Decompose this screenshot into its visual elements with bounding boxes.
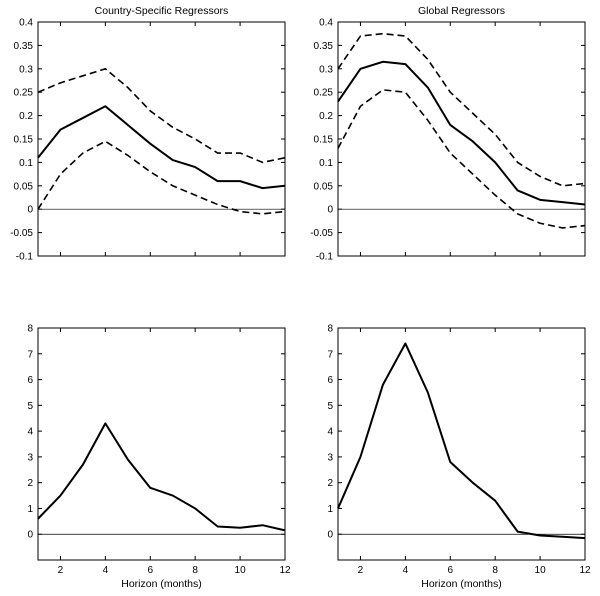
svg-text:4: 4 [27, 427, 33, 438]
svg-text:8: 8 [492, 565, 498, 576]
svg-text:2: 2 [358, 565, 364, 576]
chart-country-specific-regressors: -0.1 -0.05 0 0.05 0.1 0.15 0.2 0.25 0.3 0.35 0.4 Co… [10, 5, 286, 263]
svg-text:0.4: 0.4 [19, 18, 33, 29]
svg-text:6: 6 [447, 565, 453, 576]
svg-text:0: 0 [327, 205, 333, 216]
chart-global-regressors: -0.1 -0.05 0 0.05 0.1 0.15 0.2 0.25 0.3 0.35 0.4 Gl… [310, 5, 586, 263]
svg-text:-0.05: -0.05 [310, 228, 333, 239]
svg-text:0.2: 0.2 [319, 111, 333, 122]
svg-text:10: 10 [235, 565, 247, 576]
svg-text:Country-Specific Regressors: Country-Specific Regressors [95, 5, 229, 17]
svg-text:6: 6 [27, 375, 33, 386]
quadrant-bottom-left: 0 1 2 3 4 5 6 7 8 2 4 6 8 10 12 Horizon (months) [0, 300, 300, 596]
svg-text:0.1: 0.1 [319, 158, 333, 169]
svg-text:0.05: 0.05 [14, 181, 34, 192]
svg-text:5: 5 [27, 401, 33, 412]
svg-text:4: 4 [403, 565, 409, 576]
svg-text:2: 2 [27, 478, 33, 489]
quadrant-bottom-right: 0 1 2 3 4 5 6 7 8 2 4 6 8 10 12 Horizon (months) [300, 300, 600, 596]
svg-text:0.35: 0.35 [314, 41, 334, 52]
svg-text:6: 6 [327, 375, 333, 386]
quadrant-top-left: -0.1 -0.05 0 0.05 0.1 0.15 0.2 0.25 0.3 0.35 0.4 Co… [0, 0, 300, 300]
svg-text:0.15: 0.15 [314, 135, 334, 146]
svg-text:Horizon (months): Horizon (months) [421, 578, 502, 590]
svg-text:Global Regressors: Global Regressors [418, 5, 505, 17]
svg-text:8: 8 [192, 565, 198, 576]
svg-text:3: 3 [27, 452, 33, 463]
svg-text:2: 2 [58, 565, 64, 576]
svg-text:1: 1 [327, 504, 333, 515]
svg-text:3: 3 [327, 452, 333, 463]
quadrant-top-right: -0.1 -0.05 0 0.05 0.1 0.15 0.2 0.25 0.3 0.35 0.4 Gl… [300, 0, 600, 300]
svg-text:8: 8 [27, 324, 33, 335]
svg-text:4: 4 [327, 427, 333, 438]
svg-text:0.2: 0.2 [19, 111, 33, 122]
svg-text:6: 6 [147, 565, 153, 576]
svg-text:7: 7 [27, 349, 33, 360]
svg-text:0: 0 [27, 205, 33, 216]
svg-text:0.05: 0.05 [314, 181, 334, 192]
svg-text:0: 0 [27, 530, 33, 541]
svg-text:12: 12 [279, 565, 291, 576]
svg-text:5: 5 [327, 401, 333, 412]
svg-text:8: 8 [327, 324, 333, 335]
svg-text:10: 10 [535, 565, 547, 576]
svg-text:7: 7 [327, 349, 333, 360]
svg-text:-0.05: -0.05 [10, 228, 33, 239]
svg-text:0.4: 0.4 [319, 18, 333, 29]
svg-text:1: 1 [27, 504, 33, 515]
svg-text:-0.1: -0.1 [16, 252, 34, 263]
svg-text:0.3: 0.3 [19, 64, 33, 75]
svg-text:-0.1: -0.1 [316, 252, 334, 263]
svg-text:Horizon (months): Horizon (months) [121, 578, 202, 590]
svg-text:0.3: 0.3 [319, 64, 333, 75]
svg-text:12: 12 [579, 565, 591, 576]
svg-text:4: 4 [103, 565, 109, 576]
svg-text:0.35: 0.35 [14, 41, 34, 52]
svg-text:0.25: 0.25 [314, 88, 334, 99]
svg-text:0.25: 0.25 [14, 88, 34, 99]
svg-text:2: 2 [327, 478, 333, 489]
svg-text:0.15: 0.15 [14, 135, 34, 146]
svg-text:0: 0 [327, 530, 333, 541]
svg-text:0.1: 0.1 [19, 158, 33, 169]
